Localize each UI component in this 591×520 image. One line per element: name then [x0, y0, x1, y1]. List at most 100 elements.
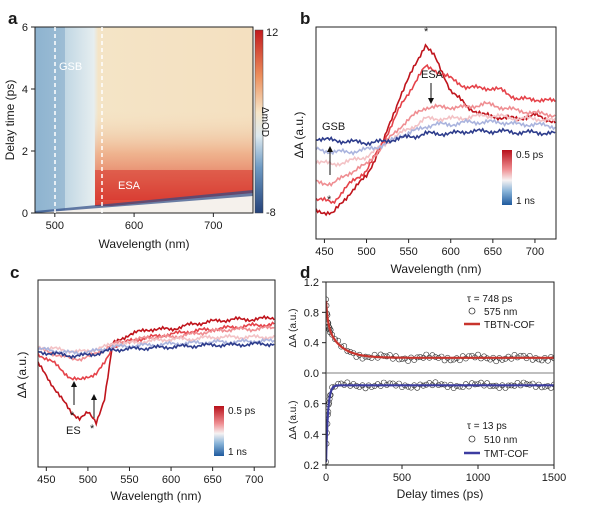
es-arrowhead-1 [71, 381, 77, 387]
data-point-575nm [368, 355, 375, 361]
data-point-575nm [423, 351, 430, 358]
data-point-575nm [326, 296, 329, 303]
y-tick-label: 1.2 [304, 277, 319, 289]
panel-b-legend-bar [502, 150, 512, 205]
esa-arrowhead [428, 98, 434, 104]
panel-d-top-y-ticks: 0.0 0.4 0.8 1.2 [304, 277, 326, 380]
fit-label-bottom: TMT-COF [484, 449, 528, 460]
x-tick-label: 450 [315, 246, 333, 258]
data-point-510nm [456, 383, 463, 390]
data-point-510nm [465, 383, 472, 390]
x-tick-label: 500 [357, 246, 375, 258]
spectrum-line [38, 333, 275, 355]
spectrum-line [38, 314, 275, 427]
y-tick-label: 0.6 [304, 399, 319, 411]
panel-b-x-label: Wavelength (nm) [391, 262, 482, 276]
panel-a-y-ticks: 0 2 4 6 [22, 22, 35, 220]
y-tick-label: 6 [22, 22, 28, 34]
y-tick-label: 0.0 [304, 368, 319, 380]
fit-line-tbtn-cof [326, 300, 554, 359]
es-arrowhead-2 [91, 394, 97, 400]
panel-c-legend-bottom: 1 ns [228, 447, 247, 458]
panel-b-x-ticks: 450 500 550 600 650 700 [315, 239, 544, 258]
data-point-575nm [493, 358, 500, 365]
panel-d-top-y-label: ΔA (a.u.) [288, 309, 299, 348]
marker-label-bottom: 510 nm [484, 435, 517, 446]
x-tick-label: 700 [204, 220, 222, 232]
panel-a-label: a [8, 9, 18, 28]
legend-marker-bottom [468, 435, 476, 443]
panel-c-x-label: Wavelength (nm) [111, 489, 202, 503]
panel-c-legend-bar [214, 406, 224, 456]
panel-d-bottom-y-ticks: 0.2 0.4 0.6 [304, 399, 326, 472]
panel-b-y-label: ΔA (a.u.) [292, 112, 306, 159]
panel-a-x-label: Wavelength (nm) [99, 237, 190, 251]
data-point-575nm [438, 353, 445, 360]
tau-top: τ = 748 ps [467, 294, 512, 305]
data-point-510nm [362, 385, 369, 392]
panel-b-frame [315, 26, 557, 240]
y-tick-label: 2 [22, 146, 28, 158]
esa-region-label: ESA [118, 180, 141, 192]
panel-a-y-label: Delay time (ps) [3, 80, 17, 161]
panel-d-frame [325, 281, 555, 466]
panel-d-x-ticks: 0 500 1000 1500 [323, 465, 566, 484]
x-tick-label: 600 [125, 220, 143, 232]
star-bottom: * [327, 194, 332, 206]
panel-b-label: b [300, 9, 310, 28]
panel-a: a GSB ESA 500 600 700 0 2 4 6 Wavelength (nm)… [3, 9, 278, 251]
heatmap [35, 27, 253, 213]
x-tick-label: 500 [46, 220, 64, 232]
panel-a-x-ticks: 500 600 700 [46, 213, 223, 232]
panel-c-y-label: ΔA (a.u.) [15, 352, 29, 399]
fit-line-tmt-cof [326, 384, 554, 462]
x-tick-label: 1500 [542, 472, 566, 484]
y-tick-label: 4 [22, 84, 28, 96]
data-point-575nm [338, 343, 345, 350]
gsb-arrowhead [327, 146, 333, 152]
star-right: * [90, 423, 95, 435]
gsb-region-label: GSB [59, 61, 82, 73]
y-tick-label: 0.4 [304, 338, 319, 350]
panel-c-label: c [10, 263, 19, 282]
panel-d: d 0 500 1000 1500 0.0 0.4 0.8 1.2 0.2 0.4 0.6 De… [288, 263, 566, 501]
x-tick-label: 550 [120, 474, 138, 486]
panel-c: c 450 500 550 600 650 700 Wavelength (nm) ΔA … [10, 263, 276, 503]
x-tick-label: 500 [79, 474, 97, 486]
panel-a-frame [34, 26, 254, 214]
x-tick-label: 700 [245, 474, 263, 486]
panel-b-series [316, 43, 556, 217]
data-point-575nm [392, 353, 399, 360]
panel-d-label: d [300, 263, 310, 282]
data-point-510nm [350, 381, 357, 387]
tau-bottom: τ = 13 ps [467, 421, 507, 432]
es-label: ES [66, 425, 81, 437]
panel-b: b 450 500 550 600 650 700 Wavelength (nm) ΔA … [292, 9, 557, 276]
colorbar-label: ΔmOD [259, 107, 270, 137]
spectrum-line [38, 340, 275, 360]
x-tick-label: 600 [442, 246, 460, 258]
x-tick-label: 1000 [466, 472, 490, 484]
marker-label-top: 575 nm [484, 307, 517, 318]
esa-label: ESA [421, 69, 444, 81]
data-point-575nm [399, 356, 405, 362]
y-tick-label: 0 [22, 208, 28, 220]
y-tick-label: 0.4 [304, 429, 319, 441]
y-tick-label: 0.8 [304, 307, 319, 319]
spectrum-line [38, 324, 275, 363]
star-top: * [424, 26, 429, 38]
panel-b-legend-bottom: 1 ns [516, 196, 535, 207]
y-tick-label: 0.2 [304, 460, 319, 472]
x-tick-label: 700 [526, 246, 544, 258]
colorbar [254, 29, 264, 214]
panel-d-bottom-y-label: ΔA (a.u.) [288, 401, 299, 440]
data-point-510nm [475, 381, 481, 387]
panel-c-x-ticks: 450 500 550 600 650 700 [37, 467, 263, 486]
panel-d-x-label: Delay times (ps) [397, 487, 484, 501]
colorbar-min-label: -8 [266, 207, 276, 219]
legend-marker-top [468, 307, 476, 315]
fit-label-top: TBTN-COF [484, 320, 535, 331]
panel-d-plot [326, 296, 554, 465]
x-tick-label: 550 [399, 246, 417, 258]
data-point-510nm [405, 383, 411, 390]
